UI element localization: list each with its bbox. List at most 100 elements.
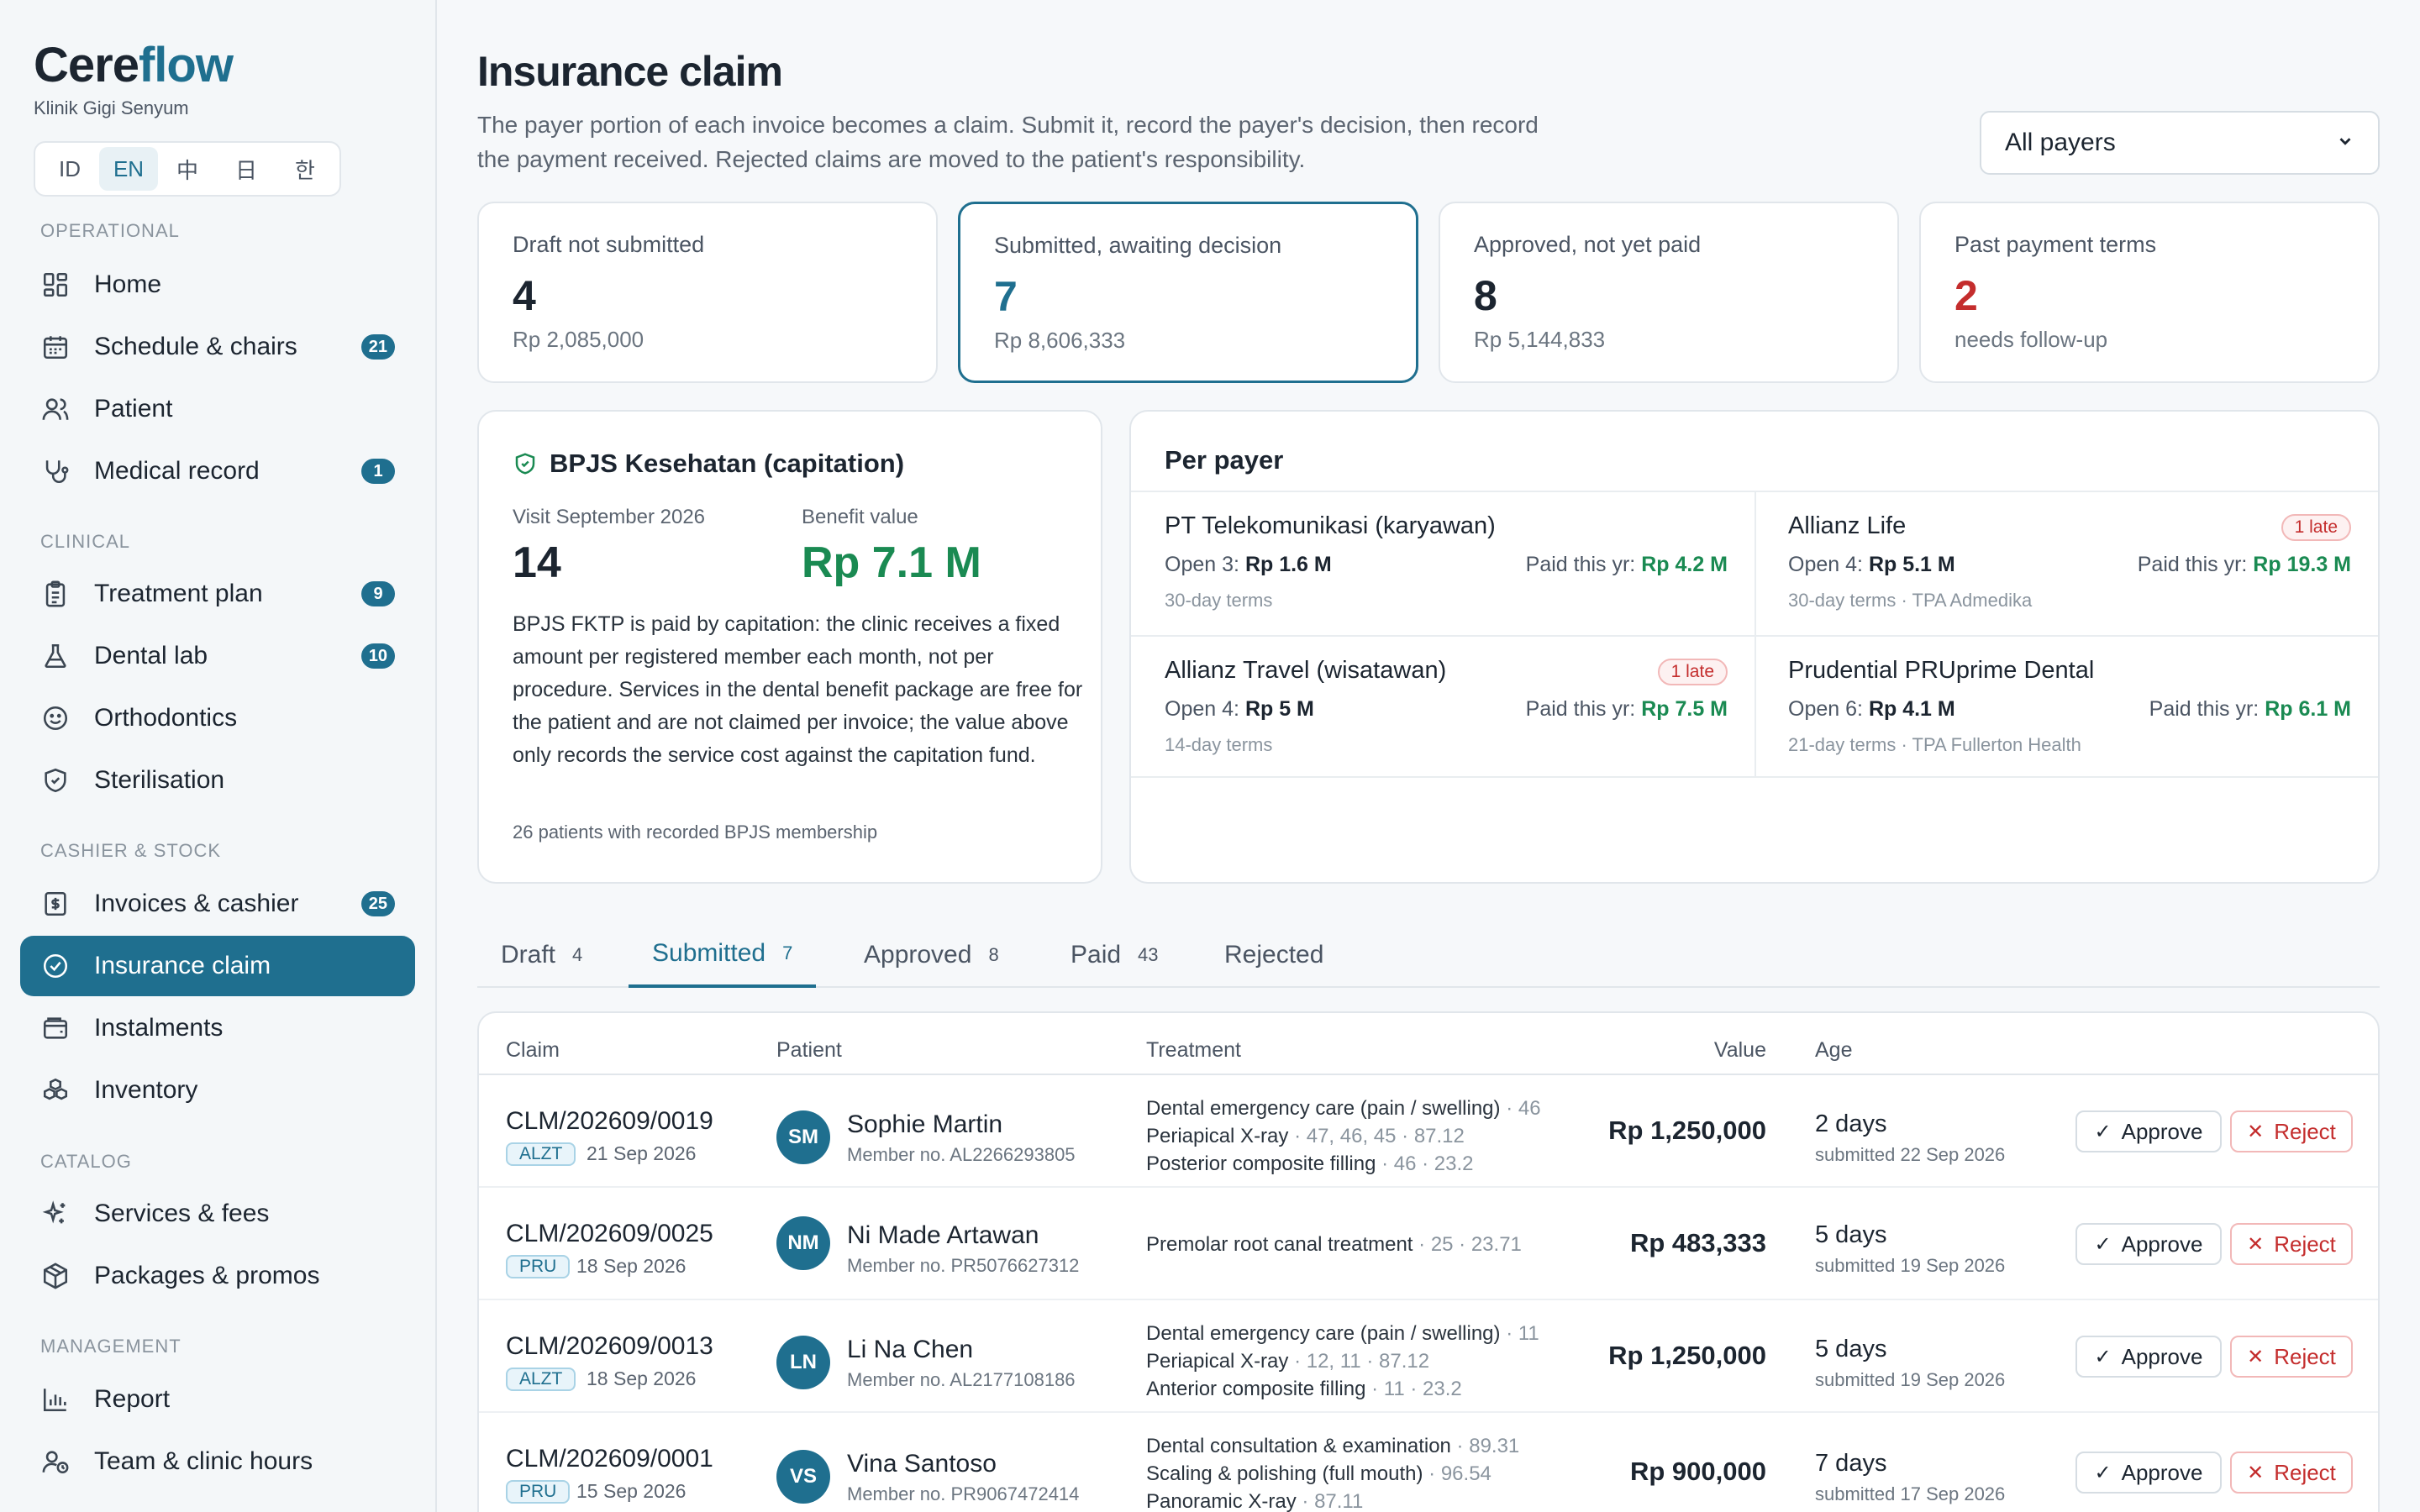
reject-button[interactable]: ✕ Reject <box>2230 1110 2353 1152</box>
brand-logo[interactable]: Cereflow <box>34 38 234 92</box>
payer-cell[interactable]: Allianz Life 1 late Open 4: Rp 5.1 M Pai… <box>1788 512 2351 611</box>
language-en[interactable]: EN <box>99 147 158 191</box>
claim-value: Rp 1,250,000 <box>1608 1341 1766 1370</box>
sidebar-item-home[interactable]: Home <box>20 255 415 315</box>
tab-paid[interactable]: Paid 43 <box>1071 941 1159 969</box>
stat-card-approved[interactable]: Approved, not yet paid 8 Rp 5,144,833 <box>1439 202 1899 383</box>
sidebar-item-instalments[interactable]: Instalments <box>20 998 415 1058</box>
stat-card-past-terms[interactable]: Past payment terms 2 needs follow-up <box>1919 202 2380 383</box>
claim-age: 5 days <box>1815 1221 1887 1248</box>
column-header-claim[interactable]: Claim <box>506 1038 560 1062</box>
column-header-treatment[interactable]: Treatment <box>1146 1038 1242 1062</box>
sidebar-item-orthodontics[interactable]: Orthodontics <box>20 688 415 748</box>
tab-approved[interactable]: Approved 8 <box>864 941 999 969</box>
patient-name[interactable]: Sophie Martin <box>847 1110 1003 1138</box>
reject-button[interactable]: ✕ Reject <box>2230 1336 2353 1378</box>
sidebar-item-report[interactable]: Report <box>20 1369 415 1430</box>
count-badge: 25 <box>360 891 395 916</box>
payer-tag: ALZT <box>506 1368 576 1391</box>
sidebar-item-treatment-plan[interactable]: Treatment plan 9 <box>20 564 415 624</box>
patient-name[interactable]: Ni Made Artawan <box>847 1221 1039 1249</box>
smile-icon <box>40 703 71 733</box>
language-ko[interactable]: 한 <box>295 157 315 183</box>
treatment-line: Scaling & polishing (full mouth) · 96.54 <box>1146 1462 1491 1485</box>
patient-name[interactable]: Li Na Chen <box>847 1336 974 1363</box>
visit-value: 14 <box>513 538 561 587</box>
language-switcher: ID EN 中 日 한 <box>34 141 341 197</box>
page-title: Insurance claim <box>477 48 783 95</box>
approve-button[interactable]: ✓ Approve <box>2075 1110 2222 1152</box>
column-header-value[interactable]: Value <box>1713 1038 1766 1062</box>
patient-name[interactable]: Vina Santoso <box>847 1450 997 1478</box>
sidebar-item-services[interactable]: Services & fees <box>20 1184 415 1244</box>
tab-submitted[interactable]: Submitted 7 <box>629 922 817 988</box>
sidebar-item-invoices[interactable]: Invoices & cashier 25 <box>20 874 415 934</box>
sidebar-item-label: Schedule & chairs <box>94 333 297 360</box>
payer-tag: ALZT <box>506 1142 576 1166</box>
count-badge: 10 <box>360 643 395 669</box>
payer-cell[interactable]: PT Telekomunikasi (karyawan) Open 3: Rp … <box>1165 512 1728 611</box>
wallet-icon <box>40 1013 71 1043</box>
claim-id[interactable]: CLM/202609/0013 <box>506 1332 713 1360</box>
check-icon: ✓ <box>2094 1461 2112 1484</box>
claim-value: Rp 900,000 <box>1630 1457 1766 1486</box>
payer-cell[interactable]: Allianz Travel (wisatawan) 1 late Open 4… <box>1165 657 1728 755</box>
sidebar-item-packages[interactable]: Packages & promos <box>20 1246 415 1306</box>
submitted-date: submitted 22 Sep 2026 <box>1815 1144 2006 1165</box>
reject-button[interactable]: ✕ Reject <box>2230 1223 2353 1265</box>
table-row[interactable]: CLM/202609/0019 ALZT 21 Sep 2026 SM Soph… <box>479 1075 2378 1188</box>
clipboard-icon <box>40 579 71 609</box>
payer-tag: PRU <box>506 1255 571 1278</box>
submitted-date: submitted 19 Sep 2026 <box>1815 1255 2006 1276</box>
reject-button[interactable]: ✕ Reject <box>2230 1452 2353 1494</box>
sidebar-item-team[interactable]: Team & clinic hours <box>20 1431 415 1492</box>
sidebar-item-schedule[interactable]: Schedule & chairs 21 <box>20 317 415 377</box>
sidebar-item-label: Instalments <box>94 1014 224 1042</box>
approve-button[interactable]: ✓ Approve <box>2075 1223 2222 1265</box>
table-row[interactable]: CLM/202609/0001 PRU 15 Sep 2026 VS Vina … <box>479 1413 2378 1512</box>
language-zh[interactable]: 中 <box>176 157 198 183</box>
tab-rejected[interactable]: Rejected <box>1224 941 1324 969</box>
sidebar-item-insurance-claim[interactable]: Insurance claim <box>20 936 415 996</box>
treatment-line: Posterior composite filling · 46 · 23.2 <box>1146 1152 1474 1175</box>
sidebar-item-label: Home <box>94 270 162 298</box>
treatment-line: Periapical X-ray · 47, 46, 45 · 87.12 <box>1146 1125 1465 1147</box>
approve-button[interactable]: ✓ Approve <box>2075 1336 2222 1378</box>
check-icon: ✓ <box>2094 1120 2112 1143</box>
submitted-date: submitted 17 Sep 2026 <box>1815 1483 2006 1504</box>
sidebar-item-medical-record[interactable]: Medical record 1 <box>20 441 415 501</box>
column-header-patient[interactable]: Patient <box>776 1038 842 1062</box>
check-icon: ✓ <box>2094 1345 2112 1368</box>
payer-filter-select[interactable]: All payers <box>1980 111 2380 175</box>
stat-card-draft[interactable]: Draft not submitted 4 Rp 2,085,000 <box>477 202 938 383</box>
claim-id[interactable]: CLM/202609/0001 <box>506 1445 713 1473</box>
table-row[interactable]: CLM/202609/0025 PRU 18 Sep 2026 NM Ni Ma… <box>479 1188 2378 1300</box>
payer-cell[interactable]: Prudential PRUprime Dental Open 6: Rp 4.… <box>1788 657 2351 755</box>
nav-section-operational: OPERATIONAL <box>40 220 180 241</box>
table-row[interactable]: CLM/202609/0013 ALZT 18 Sep 2026 LN Li N… <box>479 1300 2378 1413</box>
tab-draft[interactable]: Draft 4 <box>501 941 583 969</box>
claim-id[interactable]: CLM/202609/0025 <box>506 1220 713 1247</box>
sidebar-item-patient[interactable]: Patient <box>20 379 415 439</box>
chevron-down-icon <box>2336 129 2354 157</box>
benefit-value: Rp 7.1 M <box>802 538 981 587</box>
stat-card-submitted[interactable]: Submitted, awaiting decision 7 Rp 8,606,… <box>958 202 1418 383</box>
claim-value: Rp 483,333 <box>1630 1228 1766 1257</box>
claim-date: 18 Sep 2026 <box>587 1368 697 1389</box>
column-header-age[interactable]: Age <box>1815 1038 1853 1062</box>
calendar-icon <box>40 332 71 362</box>
treatment-line: Dental emergency care (pain / swelling) … <box>1146 1097 1541 1120</box>
claim-id[interactable]: CLM/202609/0019 <box>506 1107 713 1135</box>
approve-button[interactable]: ✓ Approve <box>2075 1452 2222 1494</box>
sidebar-item-label: Inventory <box>94 1076 198 1104</box>
sidebar-item-dental-lab[interactable]: Dental lab 10 <box>20 626 415 686</box>
sidebar-item-inventory[interactable]: Inventory <box>20 1060 415 1121</box>
sidebar-item-sterilisation[interactable]: Sterilisation <box>20 750 415 811</box>
language-ja[interactable]: 日 <box>234 157 257 183</box>
visit-label: Visit September 2026 <box>513 506 706 528</box>
claim-age: 7 days <box>1815 1450 1887 1477</box>
sidebar-item-label: Packages & promos <box>94 1262 320 1289</box>
nav-section-clinical: CLINICAL <box>40 531 131 552</box>
language-id[interactable]: ID <box>59 155 81 181</box>
stethoscope-icon <box>40 456 71 486</box>
